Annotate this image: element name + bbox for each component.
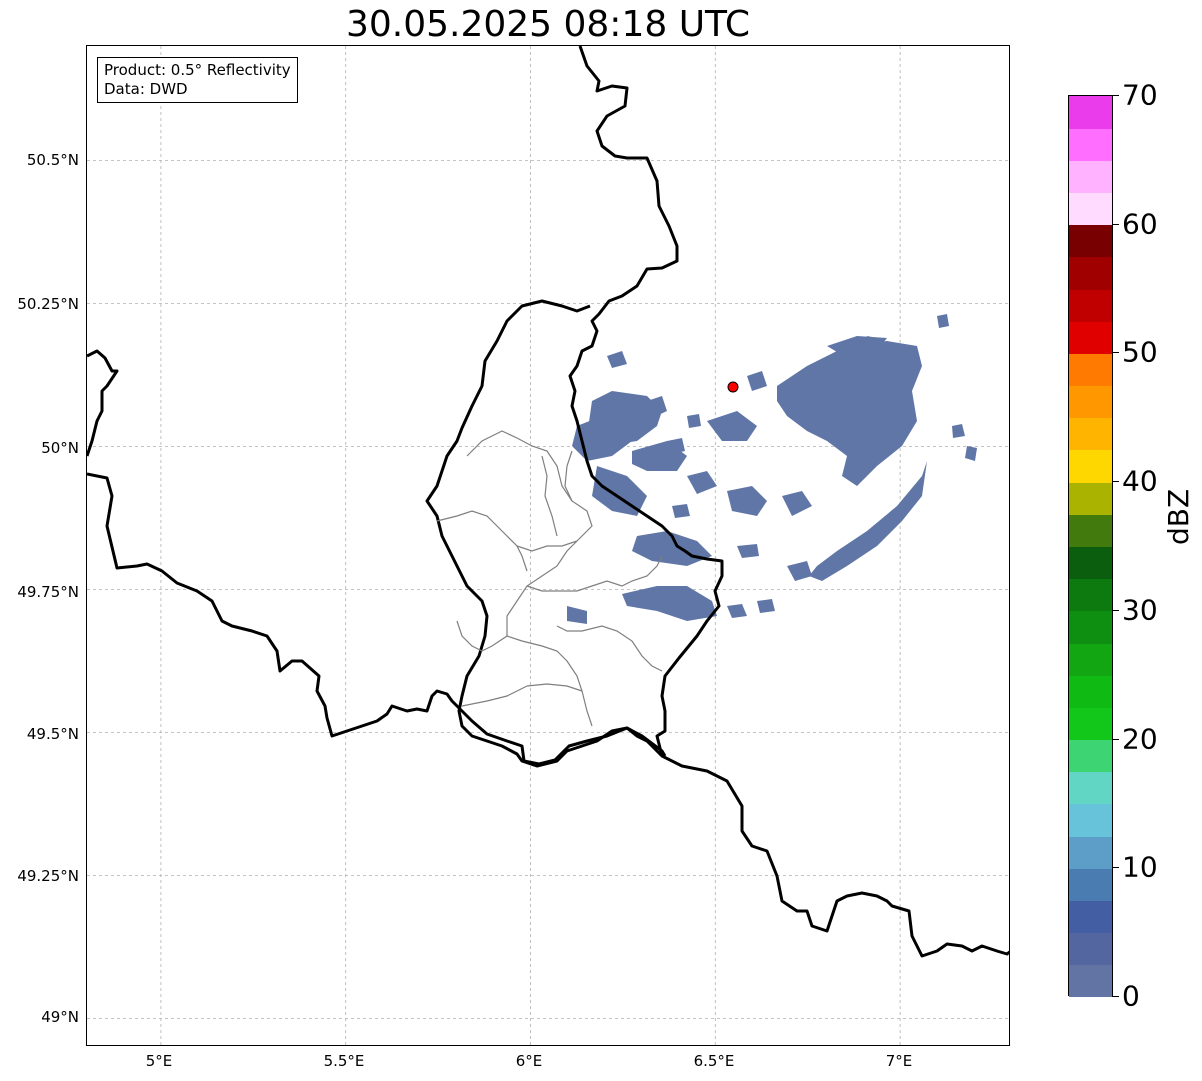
colorbar-segment (1069, 610, 1112, 644)
colorbar-segment (1069, 643, 1112, 676)
colorbar-tick-label: 0 (1122, 979, 1140, 1013)
colorbar-segment (1069, 771, 1112, 805)
country-borders (87, 46, 1009, 958)
colorbar-tick-label: 10 (1122, 850, 1158, 884)
colorbar-tick-label: 30 (1122, 593, 1158, 627)
x-tick-label: 7°E (885, 1052, 913, 1070)
colorbar-segment (1069, 514, 1112, 547)
colorbar-segment (1069, 546, 1112, 580)
y-tick-label: 49.25°N (17, 867, 79, 885)
radar-site-marker[interactable] (727, 381, 739, 393)
colorbar-tick (1112, 867, 1119, 869)
colorbar-tick-label: 40 (1122, 464, 1158, 498)
colorbar-segment (1069, 868, 1112, 901)
colorbar-tick (1112, 223, 1119, 225)
reflectivity-echoes (567, 314, 977, 624)
colorbar-segment (1069, 192, 1112, 226)
y-tick-label: 50°N (41, 439, 79, 457)
x-tick-label: 6°E (515, 1052, 543, 1070)
colorbar-segment (1069, 96, 1112, 129)
colorbar-segment (1069, 289, 1112, 322)
colorbar-tick-label: 70 (1122, 78, 1158, 112)
colorbar-segment (1069, 707, 1112, 741)
colorbar-segment (1069, 675, 1112, 708)
y-tick-label: 49.75°N (17, 583, 79, 601)
colorbar-segment (1069, 964, 1112, 998)
colorbar-tick (1112, 996, 1119, 997)
colorbar-tick (1112, 352, 1119, 354)
admin-borders (436, 430, 663, 727)
y-tick-label: 49°N (41, 1008, 79, 1026)
colorbar-tick (1112, 738, 1119, 740)
data-source-label: Data: DWD (104, 80, 188, 98)
colorbar-segment (1069, 321, 1112, 354)
colorbar-segment (1069, 932, 1112, 966)
colorbar-segment (1069, 900, 1112, 934)
colorbar-segment (1069, 449, 1112, 483)
colorbar-segment (1069, 256, 1112, 290)
colorbar-tick-label: 50 (1122, 335, 1158, 369)
colorbar-segment (1069, 385, 1112, 419)
colorbar-segment (1069, 578, 1112, 612)
graticule (87, 46, 1009, 1045)
colorbar-tick (1112, 95, 1119, 96)
x-tick-label: 6.5°E (693, 1052, 735, 1070)
colorbar-segment (1069, 836, 1112, 869)
colorbar-tick (1112, 609, 1119, 611)
map-title: 30.05.2025 08:18 UTC (345, 4, 751, 45)
info-box: Product: 0.5° Reflectivity Data: DWD (97, 57, 298, 103)
colorbar-segment (1069, 482, 1112, 515)
colorbar-tick-label: 60 (1122, 207, 1158, 241)
x-tick-label: 5°E (145, 1052, 173, 1070)
colorbar-segment (1069, 160, 1112, 194)
x-tick-label: 5.5°E (323, 1052, 365, 1070)
colorbar-segment (1069, 417, 1112, 451)
colorbar-tick (1112, 481, 1119, 483)
colorbar-segment (1069, 353, 1112, 387)
radar-map[interactable] (86, 45, 1010, 1046)
colorbar-segment (1069, 803, 1112, 837)
y-tick-label: 50.5°N (26, 151, 79, 169)
y-tick-label: 49.5°N (26, 725, 79, 743)
colorbar-segment (1069, 739, 1112, 773)
product-label: Product: 0.5° Reflectivity (104, 61, 291, 79)
colorbar-segment (1069, 224, 1112, 258)
map-canvas (87, 46, 1009, 1045)
colorbar (1068, 95, 1113, 998)
colorbar-unit-label: dBZ (1162, 488, 1195, 545)
colorbar-tick-label: 20 (1122, 722, 1158, 756)
colorbar-segment (1069, 128, 1112, 161)
y-tick-label: 50.25°N (17, 295, 79, 313)
